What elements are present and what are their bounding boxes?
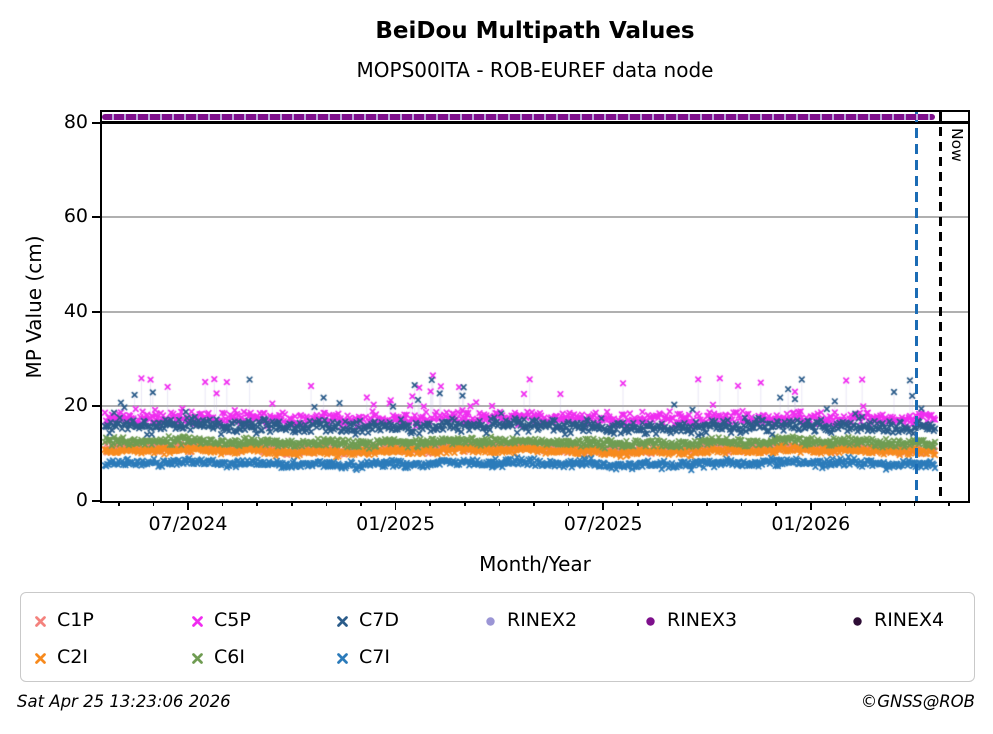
rinex3-marker-row [102,113,935,120]
y-tick [92,310,100,313]
legend-label: RINEX4 [874,608,945,631]
x-minor-tick [291,501,293,506]
x-marker-icon [190,612,205,627]
legend-item-c7d: C7D [335,609,483,631]
x-minor-tick [913,501,916,506]
now-line-label: Now [948,128,966,162]
x-major-tick [810,501,812,510]
legend-label: C2I [57,645,88,668]
y-tick-label: 0 [75,489,88,511]
x-minor-tick [498,501,501,506]
legend-label: C5P [214,608,251,631]
y-tick-label: 40 [63,299,88,322]
x-marker-icon [33,612,48,627]
x-minor-tick [533,501,535,506]
y-tick [92,121,100,124]
x-marker-icon [335,649,350,664]
copyright-text: ©GNSS@ROB [860,692,975,711]
plot-timestamp: Sat Apr 25 13:23:06 2026 [17,692,231,711]
x-marker-icon [335,612,350,627]
legend-label: C6I [214,645,245,668]
legend-item-rinex3: RINEX3 [643,609,850,631]
x-minor-tick [152,501,155,506]
x-minor-tick [637,501,639,506]
legend-label: C7I [359,645,390,668]
x-axis-label: Month/Year [479,552,591,576]
y-tick-label: 60 [63,205,88,228]
circle-marker-icon [850,612,865,627]
x-minor-tick [706,501,708,506]
legend-item-c5p: C5P [190,609,335,631]
x-marker-icon [190,649,205,664]
x-minor-tick [567,501,570,506]
scatter-points-canvas [102,112,968,501]
y-tick-label: 20 [63,394,88,417]
now-dashed-vline [939,112,942,501]
legend-item-rinex2: RINEX2 [483,609,643,631]
legend-item-c2i: C2I [33,646,190,668]
y-tick [92,216,100,219]
legend-label: C7D [359,608,399,631]
x-minor-tick [740,501,743,506]
legend-item-c7i: C7I [335,646,483,668]
y-tick [92,500,100,502]
plot-area: Now [100,110,970,503]
legend-label: RINEX3 [667,608,738,631]
x-major-tick [394,501,397,510]
chart-title: BeiDou Multipath Values [375,18,695,44]
x-minor-tick [879,501,881,506]
x-major-tick [187,501,189,510]
x-minor-tick [325,501,328,506]
x-minor-tick [256,501,258,506]
x-tick-label: 07/2024 [148,513,228,535]
x-minor-tick [221,501,224,506]
circle-marker-icon [643,612,658,627]
x-minor-tick [118,501,120,506]
y-tick-label: 80 [63,110,88,133]
x-tick-label: 01/2026 [771,513,851,535]
chart-subtitle: MOPS00ITA - ROB-EUREF data node [356,58,714,82]
legend-item-c6i: C6I [190,646,335,668]
x-minor-tick [360,501,362,506]
legend-item-c1p: C1P [33,609,190,631]
x-minor-tick [775,501,777,506]
blue-dashed-vline [914,112,918,501]
legend-label: RINEX2 [507,608,578,631]
x-marker-icon [33,649,48,664]
y-tick [92,405,100,408]
x-minor-tick [844,501,847,506]
x-minor-tick [671,501,674,506]
legend: C1P C5P C7D RINEX2 RINEX3 RINEX4 C2I C6I C7I [20,592,975,682]
legend-label: C1P [57,608,94,631]
x-minor-tick [464,501,466,506]
circle-marker-icon [483,612,498,627]
x-tick-label: 01/2025 [356,513,436,535]
x-major-tick [602,501,604,510]
x-minor-tick [429,501,431,506]
x-minor-tick [948,501,950,506]
legend-item-rinex4: RINEX4 [850,609,974,631]
x-tick-label: 07/2025 [563,513,643,535]
